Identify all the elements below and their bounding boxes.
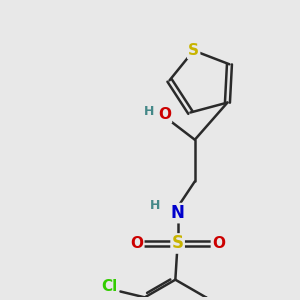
Text: S: S (188, 43, 199, 58)
Text: O: O (158, 107, 171, 122)
Text: H: H (144, 105, 155, 118)
Text: N: N (171, 204, 184, 222)
Text: O: O (130, 236, 143, 251)
Text: O: O (212, 236, 225, 251)
Text: H: H (150, 199, 160, 212)
Text: S: S (172, 235, 184, 253)
Text: Cl: Cl (102, 279, 118, 294)
